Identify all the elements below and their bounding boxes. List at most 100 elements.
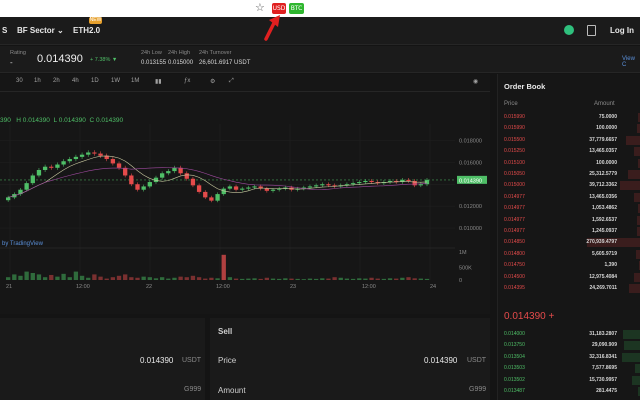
volume-bar: [98, 276, 103, 280]
ask-row[interactable]: 0.015990 75.0000: [498, 112, 640, 123]
candle-body: [387, 180, 393, 183]
buy-amount-unit: G999: [184, 386, 202, 393]
ask-row[interactable]: 0.014750 1,390: [498, 260, 640, 271]
candle-body: [270, 189, 276, 191]
sell-title: Sell: [218, 327, 233, 336]
volume-bar: [394, 278, 399, 280]
volume-bar: [215, 278, 220, 280]
extension-btc-icon[interactable]: BTC: [289, 3, 304, 14]
ob-amount: 13,465.0357: [589, 148, 617, 155]
depth-bar: [637, 215, 640, 225]
interval-1w[interactable]: 1W: [111, 78, 120, 84]
ob-amount: 1,053.4862: [591, 205, 617, 212]
ask-row[interactable]: 0.015250 13,465.0357: [498, 146, 640, 157]
ask-row[interactable]: 0.014800 5,605.9719: [498, 249, 640, 260]
depth-bar: [636, 124, 640, 134]
bid-row[interactable]: 0.013503 7,577.8695: [498, 363, 640, 374]
ask-row[interactable]: 0.015000 39,712.3362: [498, 180, 640, 191]
fullscreen-icon[interactable]: ⤢: [229, 78, 234, 84]
volume-bar: [67, 277, 72, 280]
x-tick-label: 24: [430, 284, 436, 290]
candle-body: [344, 184, 350, 186]
nav-item-partial[interactable]: S: [2, 26, 8, 35]
price-change: + 7.38% ▼: [90, 57, 118, 63]
volume-bar: [104, 278, 109, 280]
volume-bar: [221, 254, 226, 280]
volume-bar: [129, 277, 134, 280]
nav-bf-sector[interactable]: BF Sector ⌄: [17, 26, 64, 35]
ob-amount: 1,390: [604, 262, 617, 269]
price-tick-label: 0.012000: [459, 204, 482, 210]
interval-30m[interactable]: 30: [16, 78, 23, 84]
ask-row[interactable]: 0.015500 37,779.6657: [498, 135, 640, 146]
view-link[interactable]: View C: [622, 56, 635, 68]
interval-1m[interactable]: 1M: [131, 78, 140, 84]
sell-amount-label: Amount: [218, 386, 246, 395]
volume-bar: [147, 277, 152, 280]
ob-amount: 24,269.7011: [589, 285, 617, 291]
bookmark-star-icon[interactable]: ☆: [255, 2, 265, 14]
ob-amount: 7,577.8695: [591, 365, 617, 372]
candle-body: [18, 189, 23, 195]
ob-price: 0.015500: [504, 136, 525, 143]
depth-bar: [638, 113, 640, 122]
candle-body: [332, 185, 337, 187]
interval-1d[interactable]: 1D: [91, 78, 99, 84]
turnover-value: 26,601.6917 USDT: [199, 60, 251, 66]
candle-body: [412, 180, 417, 186]
low-label: 24h Low: [141, 50, 162, 56]
interval-1h[interactable]: 1h: [34, 78, 41, 84]
interval-2h[interactable]: 2h: [53, 78, 60, 84]
candle-body: [147, 182, 152, 187]
volume-bar: [406, 277, 411, 280]
price-tick-label: 0.014390: [459, 178, 482, 184]
indicators-icon[interactable]: ƒx: [184, 78, 191, 84]
extension-usd-icon[interactable]: USD: [272, 3, 286, 14]
ask-row[interactable]: 0.015100 100.0000: [498, 158, 640, 169]
ask-row[interactable]: 0.014977 13,465.0356: [498, 192, 640, 203]
settings-gear-icon[interactable]: ⚙: [210, 79, 216, 85]
candle-type-icon[interactable]: ▮▮: [155, 79, 162, 85]
ob-price: 0.013487: [504, 388, 525, 394]
bid-row[interactable]: 0.013750 29,090.909: [498, 340, 640, 351]
candle-body: [418, 184, 423, 186]
depth-bar: [633, 192, 640, 202]
price-chart[interactable]: 0.018000 0.016000 0.014390 0.012000 0.010000…: [0, 124, 490, 290]
x-tick-label: 12:00: [76, 284, 90, 290]
candle-body: [166, 171, 171, 174]
buy-price-value[interactable]: 0.014390: [140, 356, 174, 365]
bid-row[interactable]: 0.014000 31,183.2807: [498, 329, 640, 340]
ask-row[interactable]: 0.014500 12,975.4084: [498, 272, 640, 283]
camera-icon[interactable]: ◉: [473, 79, 479, 85]
candle-body: [233, 186, 239, 190]
ob-price: 0.015250: [504, 148, 525, 155]
rocket-icon[interactable]: [564, 25, 574, 35]
tradingview-attribution[interactable]: by TradingView: [2, 241, 43, 247]
volume-bar: [307, 278, 313, 280]
sell-price-label: Price: [218, 356, 237, 365]
volume-bar: [363, 278, 368, 280]
volume-bar: [240, 278, 245, 280]
depth-bar: [626, 135, 640, 145]
ask-row[interactable]: 0.014395 24,269.7011: [498, 283, 640, 294]
document-icon[interactable]: [587, 25, 596, 36]
ask-row[interactable]: 0.014977 1,245.0937: [498, 226, 640, 237]
bid-row[interactable]: 0.013487 281.4475: [498, 386, 640, 397]
candle-body: [375, 182, 380, 184]
login-button[interactable]: Log In: [610, 26, 634, 35]
bid-row[interactable]: 0.013504 32,316.8341: [498, 352, 640, 363]
candle-body: [320, 184, 325, 186]
sell-price-value[interactable]: 0.014390: [424, 356, 458, 365]
bid-row[interactable]: 0.013502 15,730.9957: [498, 375, 640, 386]
ob-amount: 100.0000: [596, 125, 617, 132]
ask-row[interactable]: 0.015990 100.0000: [498, 123, 640, 134]
ask-row[interactable]: 0.014977 1,592.6537: [498, 215, 640, 226]
interval-4h[interactable]: 4h: [72, 78, 79, 84]
x-tick-label: 12:00: [216, 284, 230, 290]
ask-row[interactable]: 0.014977 1,053.4862: [498, 203, 640, 214]
ask-row[interactable]: 0.014850 270,939.4797: [498, 237, 640, 248]
nav-eth2[interactable]: ETH2.0: [73, 26, 101, 35]
volume-bar: [203, 278, 208, 280]
ask-row[interactable]: 0.015050 25,312.5779: [498, 169, 640, 180]
ma-fast-line: [8, 155, 428, 198]
